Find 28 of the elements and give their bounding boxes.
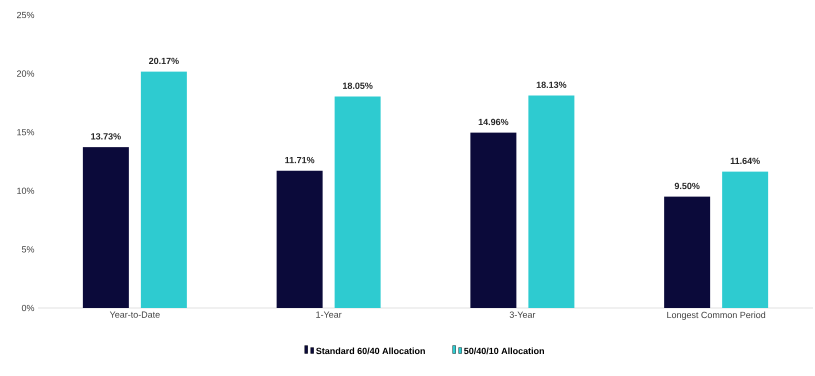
legend-label: 50/40/10 Allocation — [464, 348, 544, 354]
data-label: 11.71% — [285, 156, 314, 164]
data-label: 18.13% — [536, 82, 566, 88]
data-label: 9.50% — [674, 182, 700, 190]
x-tick-label: 1-Year — [316, 312, 342, 318]
bar — [140, 72, 187, 308]
data-label: 20.17% — [148, 58, 179, 64]
y-tick-label: 25% — [16, 12, 34, 18]
y-tick-label: 5% — [22, 246, 34, 253]
y-tick-label: 15% — [17, 129, 34, 136]
data-label: 14.96% — [478, 118, 508, 126]
bar — [722, 172, 768, 308]
y-tick-label: 0% — [22, 304, 34, 312]
data-label: 11.64% — [730, 158, 760, 164]
data-label: 13.73% — [91, 133, 121, 140]
bar — [276, 170, 323, 308]
bar — [334, 96, 381, 308]
legend-label: Standard 60/40 Allocation — [316, 348, 425, 354]
bar — [470, 132, 516, 308]
bar — [82, 147, 129, 308]
x-tick-label: Longest Common Period — [667, 312, 766, 320]
bar — [664, 196, 710, 308]
y-tick-label: 10% — [17, 188, 34, 194]
bar — [528, 96, 574, 308]
y-tick-label: 20% — [16, 70, 34, 77]
x-tick-label: Year-to-Date — [110, 312, 160, 318]
data-label: 18.05% — [342, 82, 373, 89]
x-tick-label: 3-Year — [510, 312, 536, 318]
